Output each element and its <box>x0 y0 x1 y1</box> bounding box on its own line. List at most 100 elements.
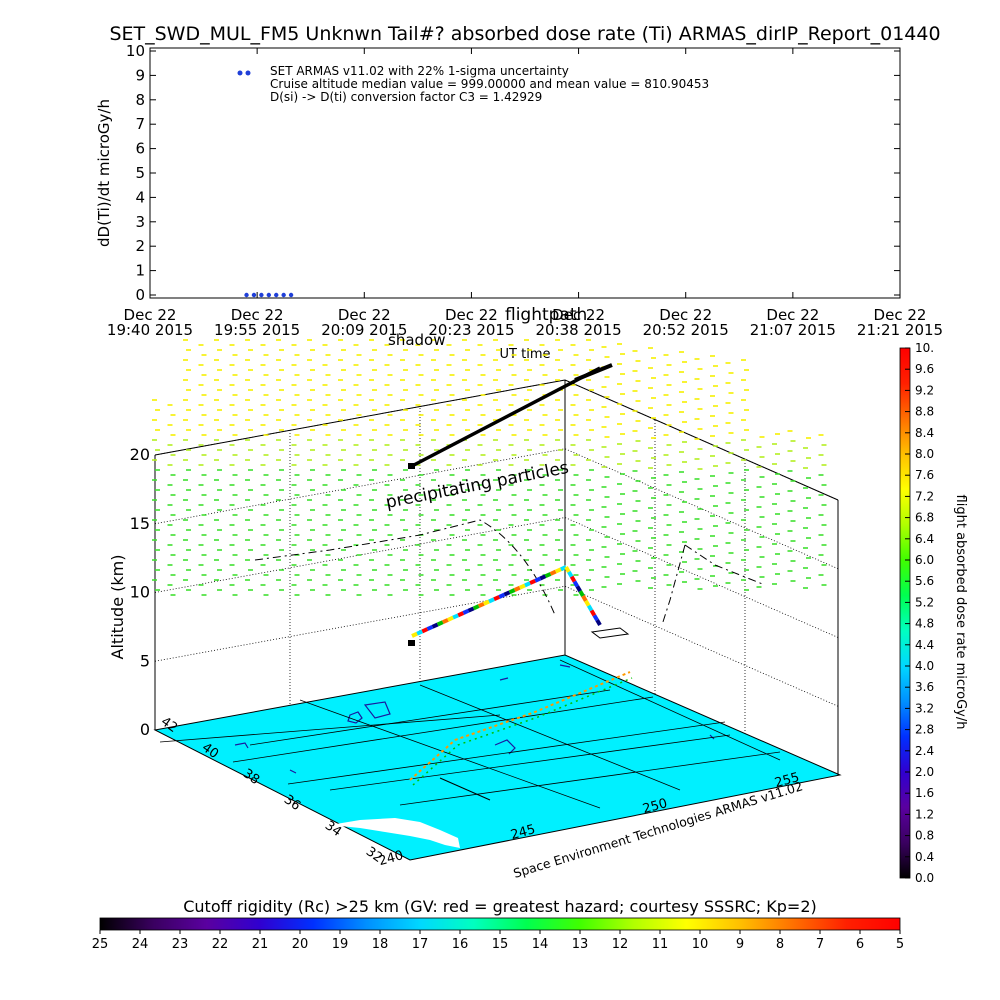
dose-path-segment <box>467 606 475 613</box>
dose-path-segment <box>472 604 480 611</box>
x-tick-time: 19:40 2015 <box>107 321 193 339</box>
right-colorbar-tick-label: 6.4 <box>915 532 934 546</box>
dose-path-segment <box>488 597 495 604</box>
annotation-flightpath: flightpath <box>505 305 587 325</box>
right-colorbar-tick-label: 6.0 <box>915 553 934 567</box>
dose-path-segment <box>524 581 531 588</box>
dose-path-segment <box>567 570 574 578</box>
right-colorbar-tick-label: 8.0 <box>915 447 934 461</box>
right-colorbar-tick-label: 0.8 <box>915 829 934 843</box>
dose-path-segment <box>416 629 424 636</box>
dose-path-segment <box>498 592 506 599</box>
dose-path-segment <box>539 574 547 581</box>
z-axis-label: Altitude (km) <box>108 555 127 660</box>
bottom-colorbar-bar <box>99 917 901 931</box>
bottom-colorbar-tick-label: 24 <box>132 937 149 952</box>
bottom-colorbar-tick-label: 19 <box>332 937 349 952</box>
lon-tick-label: 245 <box>509 822 537 843</box>
dose-path-segment <box>483 599 490 606</box>
lon-tick-label: 240 <box>377 848 405 869</box>
dose-path-segment <box>584 599 591 607</box>
data-point <box>274 292 279 298</box>
right-colorbar-tick-label: 4.8 <box>915 617 934 631</box>
bottom-colorbar-tick-label: 18 <box>372 937 389 952</box>
aircraft-marker <box>590 627 630 639</box>
projection-paths <box>254 519 766 626</box>
z-tick-label: 15 <box>130 514 150 533</box>
flightpath-start-marker <box>408 463 415 469</box>
bottom-colorbar-tick-label: 20 <box>292 937 309 952</box>
x-tick-date: Dec 22 <box>338 306 391 324</box>
dose-path-segment <box>560 565 567 572</box>
dose-path-segment <box>503 590 511 597</box>
chart-title: SET_SWD_MUL_FM5 Unknwn Tail#? absorbed d… <box>109 23 940 45</box>
dose-path-segment <box>426 624 434 631</box>
bottom-colorbar: Cutoff rigidity (Rc) >25 km (GV: red = g… <box>92 897 904 952</box>
dose-path-segment <box>457 611 465 618</box>
y-axis-label: dD(Ti)/dt microGy/h <box>95 99 113 247</box>
right-colorbar-bar <box>899 347 911 879</box>
bottom-colorbar-tick-label: 7 <box>816 937 824 952</box>
dose-path-segment <box>529 578 537 585</box>
right-colorbar-tick-label: 2.0 <box>915 765 934 779</box>
bottom-colorbar-tick-label: 25 <box>92 937 109 952</box>
dose-path-segment <box>589 609 597 617</box>
right-colorbar-tick-label: 5.6 <box>915 574 934 588</box>
right-colorbar-tick-label: 3.2 <box>915 701 934 715</box>
x-tick-date: Dec 22 <box>124 306 177 324</box>
right-colorbar-tick-label: 9.2 <box>915 383 934 397</box>
x-tick-time: 21:21 2015 <box>857 321 943 339</box>
data-point <box>259 292 264 298</box>
x-tick-date: Dec 22 <box>231 306 284 324</box>
right-colorbar-tick-label: 0.4 <box>915 850 934 864</box>
data-point <box>288 292 294 298</box>
dose-path-segment <box>578 590 585 598</box>
bottom-colorbar-tick-label: 14 <box>532 937 549 952</box>
legend-line-1: SET ARMAS v11.02 with 22% 1-sigma uncert… <box>270 64 569 78</box>
y-tick-label: 5 <box>135 164 145 182</box>
flight-start-marker <box>408 640 415 646</box>
wall-grid-line <box>154 517 839 638</box>
ground-track <box>409 671 633 801</box>
x-tick-date: Dec 22 <box>552 306 605 324</box>
bottom-colorbar-tick-label: 5 <box>896 937 904 952</box>
z-tick-label: 0 <box>140 720 150 739</box>
dose-path-segment <box>575 585 582 593</box>
dose-path-segment <box>493 595 501 602</box>
x-tick-time: 20:38 2015 <box>535 321 621 339</box>
x-tick-time: 21:07 2015 <box>750 321 836 339</box>
right-colorbar-tick-label: 1.2 <box>915 807 934 821</box>
dose-path-segment <box>431 622 439 629</box>
flightpath-segment <box>411 366 601 468</box>
dose-path-segment <box>436 620 444 627</box>
wall-grid <box>154 379 839 735</box>
bottom-colorbar-tick-label: 9 <box>736 937 744 952</box>
dose-path-segment <box>513 585 521 592</box>
dose-path-segment <box>554 567 562 574</box>
y-tick-label: 1 <box>135 262 145 280</box>
x-tick-time: 19:55 2015 <box>214 321 300 339</box>
dose-path-segment <box>564 565 571 573</box>
data-point <box>251 292 257 298</box>
right-colorbar-tick-label: 7.2 <box>915 489 934 503</box>
z-tick-label: 10 <box>130 583 150 602</box>
dose-path-segment <box>462 608 470 615</box>
dose-path-segment <box>569 575 577 583</box>
bottom-colorbar-tick-label: 12 <box>612 937 629 952</box>
data-point <box>266 292 272 298</box>
right-colorbar-tick-label: 4.4 <box>915 638 934 652</box>
dose-path-segment <box>549 569 557 576</box>
y-tick-label: 7 <box>135 115 145 133</box>
right-colorbar-tick-label: 1.6 <box>915 786 934 800</box>
x-tick-time: 20:09 2015 <box>321 321 407 339</box>
x-axis-label: UT time <box>500 347 551 362</box>
dose-path-segment <box>581 594 588 602</box>
bottom-colorbar-tick-label: 13 <box>572 937 589 952</box>
z-tick-label: 5 <box>140 651 150 670</box>
legend-line-3: D(si) -> D(ti) conversion factor C3 = 1.… <box>270 90 542 104</box>
x-tick-date: Dec 22 <box>874 306 927 324</box>
dose-path-segment <box>544 572 552 579</box>
annotation-shadow: shadow <box>388 331 445 349</box>
